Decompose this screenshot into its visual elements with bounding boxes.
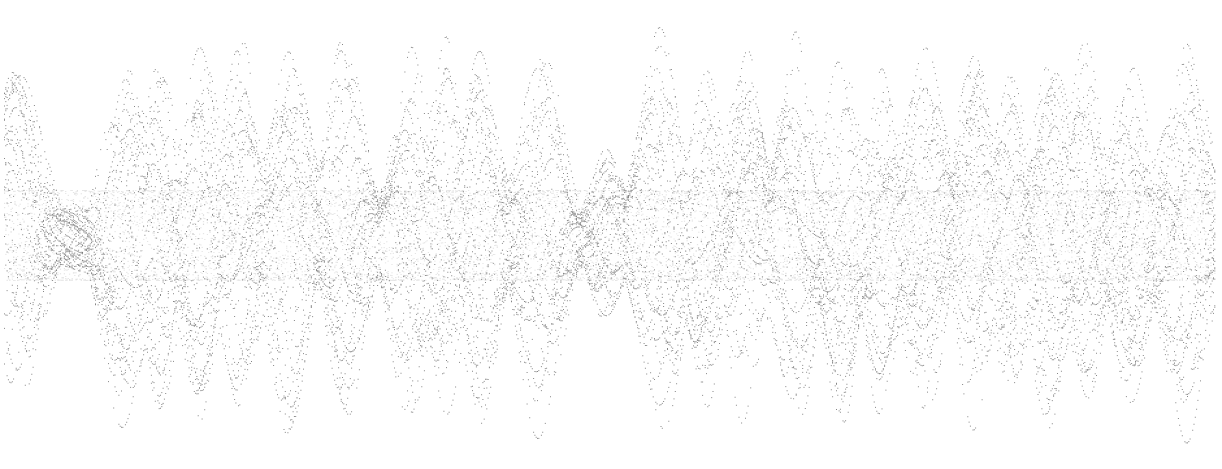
waveform-art <box>0 0 1222 469</box>
page: (() => { JSON.parse(document.getElementB… <box>0 0 1222 469</box>
